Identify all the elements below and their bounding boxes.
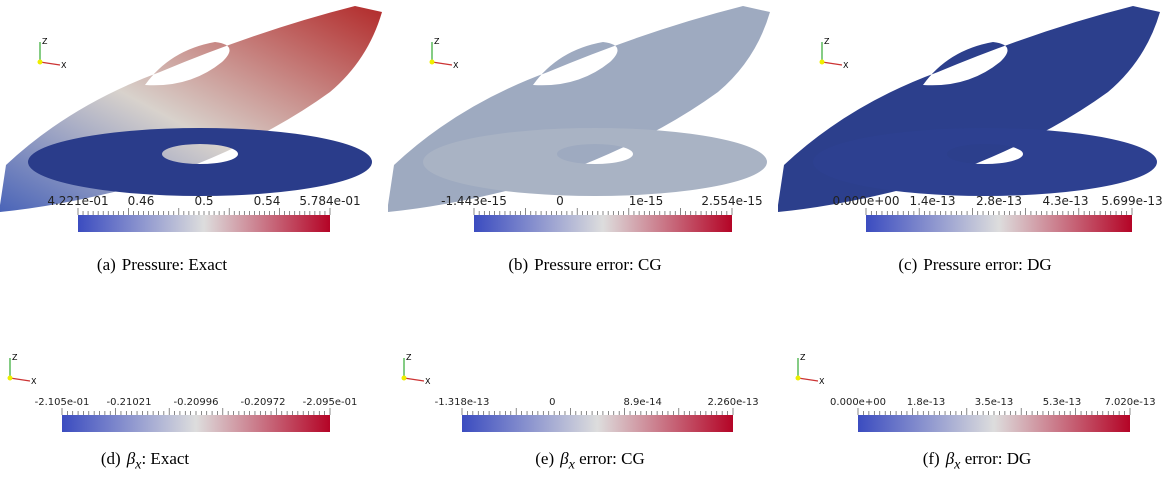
axis-origin (429, 59, 435, 65)
axis-label: Z (800, 353, 806, 362)
axis-label: X (31, 377, 37, 386)
axis-x (821, 61, 843, 66)
axis-label: Z (42, 37, 48, 46)
axis-label: X (453, 61, 459, 70)
colorbar (62, 415, 330, 432)
colorbar-label: -2.095e-01 (303, 397, 358, 408)
caption: (f) βx error: DG (923, 449, 1032, 473)
axis-origin (37, 59, 43, 65)
mesh-domain (813, 128, 1157, 196)
axis-label: Z (824, 37, 830, 46)
caption-subscript: x (568, 456, 575, 473)
caption-title: : Exact (141, 449, 190, 468)
caption-subscript: x (135, 456, 142, 473)
colorbar-label: 0 (549, 397, 555, 408)
colorbar-label: 0.5 (194, 194, 213, 208)
axis-x (9, 377, 31, 382)
colorbar (866, 215, 1132, 232)
caption-label: (b) (508, 255, 529, 274)
caption-label: (c) (898, 255, 918, 274)
mesh-domain (28, 128, 372, 196)
caption-subscript: x (954, 456, 961, 473)
caption: (c) Pressure error: DG (898, 255, 1051, 275)
colorbar-label: 1e-15 (629, 194, 664, 208)
axis-label: X (61, 61, 67, 70)
colorbar-label: -0.21021 (107, 397, 152, 408)
axis-x (39, 61, 61, 66)
caption-title: Pressure error: CG (534, 255, 662, 274)
caption-label: (f) (922, 449, 940, 468)
colorbar (474, 215, 732, 232)
colorbar-label: -1.318e-13 (435, 397, 490, 408)
colorbar-label: 2.260e-13 (707, 397, 758, 408)
axis-label: X (819, 377, 825, 386)
axis-x (431, 61, 453, 66)
axis-label: Z (434, 37, 440, 46)
axis-origin (401, 375, 407, 381)
colorbar-label: 1.4e-13 (909, 194, 955, 208)
axis-origin (795, 375, 801, 381)
axis-label: X (425, 377, 431, 386)
axis-origin (7, 375, 13, 381)
caption-title: Pressure: Exact (121, 255, 228, 274)
axis-label: X (843, 61, 849, 70)
colorbar-label: 3.5e-13 (975, 397, 1013, 408)
colorbar-label: -0.20972 (241, 397, 286, 408)
colorbar-label: 5.784e-01 (299, 194, 360, 208)
caption: (d) βx: Exact (101, 449, 189, 473)
colorbar-label: 5.699e-13 (1101, 194, 1162, 208)
caption-label: (d) (100, 449, 121, 468)
caption-label: (e) (535, 449, 555, 468)
colorbar-label: 0.000e+00 (832, 194, 899, 208)
caption-title: Pressure error: DG (923, 255, 1052, 274)
colorbar (858, 415, 1130, 432)
colorbar-label: 2.554e-15 (701, 194, 762, 208)
colorbar-label: 0.46 (128, 194, 155, 208)
colorbar-label: 4.221e-01 (47, 194, 108, 208)
colorbar-label: -0.20996 (174, 397, 219, 408)
caption-title: error: CG (574, 449, 645, 468)
axis-label: Z (406, 353, 412, 362)
colorbar-label: 0 (556, 194, 564, 208)
caption: (e) βx error: CG (535, 449, 645, 473)
colorbar (78, 215, 330, 232)
mesh-domain (423, 128, 767, 196)
caption-symbol: β (945, 449, 955, 468)
caption: (b) Pressure error: CG (508, 255, 661, 275)
colorbar-label: 4.3e-13 (1042, 194, 1088, 208)
colorbar-label: 7.020e-13 (1104, 397, 1155, 408)
colorbar-label: 2.8e-13 (976, 194, 1022, 208)
colorbar-label: 1.8e-13 (907, 397, 945, 408)
axis-label: Z (12, 353, 18, 362)
caption-title: error: DG (960, 449, 1032, 468)
colorbar-label: 0.000e+00 (830, 397, 886, 408)
axis-origin (819, 59, 825, 65)
axis-x (403, 377, 425, 382)
colorbar (462, 415, 733, 432)
caption-label: (a) (96, 255, 116, 274)
axis-x (797, 377, 819, 382)
colorbar-label: 8.9e-14 (623, 397, 661, 408)
colorbar-label: 5.3e-13 (1043, 397, 1081, 408)
caption: (a) Pressure: Exact (97, 255, 227, 275)
colorbar-label: 0.54 (254, 194, 281, 208)
caption-symbol: β (126, 449, 136, 468)
colorbar-label: -2.105e-01 (35, 397, 90, 408)
caption-symbol: β (560, 449, 569, 468)
colorbar-label: -1.443e-15 (441, 194, 507, 208)
